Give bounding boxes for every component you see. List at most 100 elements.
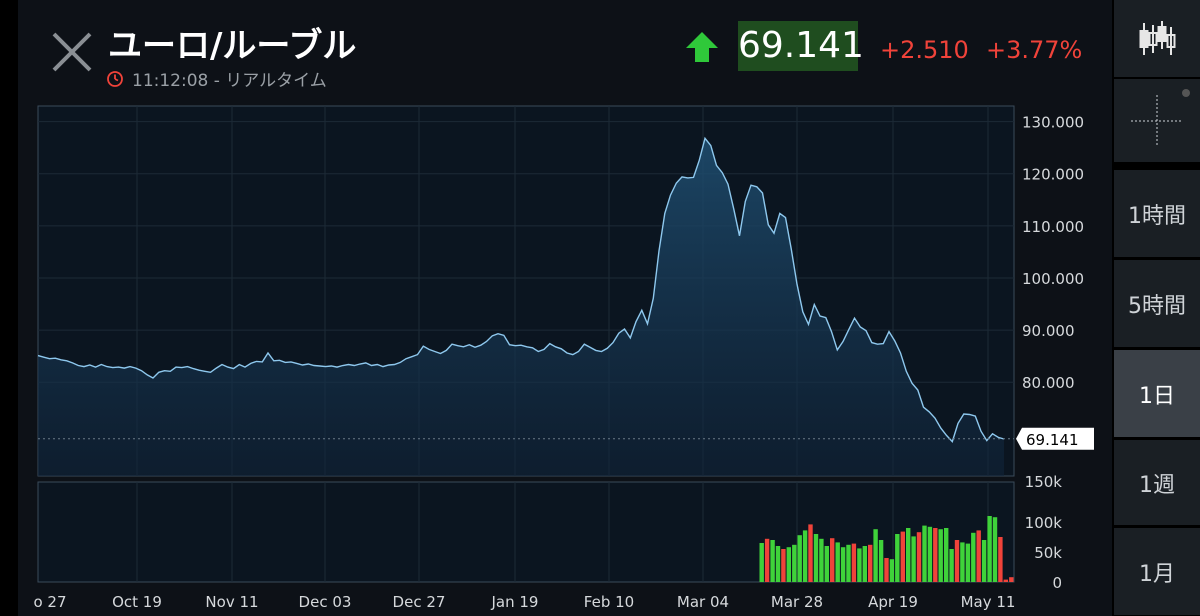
volume-bar [819, 538, 824, 582]
last-price-label: 69.141 [1026, 431, 1079, 449]
current-price: 69.141 [738, 21, 864, 71]
volume-plot-area [37, 481, 1015, 583]
price-change: +2.510 [880, 36, 969, 64]
crosshair-icon [1131, 94, 1183, 147]
volume-bars [759, 516, 1014, 582]
volume-bar [933, 528, 938, 582]
volume-bar [954, 540, 960, 582]
instrument-title: ユーロ/ルーブル [108, 26, 357, 66]
volume-bar [873, 529, 878, 582]
volume-bar [813, 534, 819, 582]
y-tick-label: 90.000 [1022, 322, 1075, 340]
timeframe-1h-label: 1時間 [1128, 203, 1186, 229]
volume-bar [808, 524, 813, 582]
volume-tick-label: 100k [1025, 514, 1063, 532]
update-time: 11:12:08 - リアルタイム [106, 66, 327, 91]
volume-bar [1009, 577, 1014, 582]
volume-bar [878, 540, 884, 582]
volume-bar [949, 549, 954, 582]
x-tick-label: May 11 [961, 593, 1016, 611]
volume-bar [900, 531, 905, 582]
timeframe-5h-button[interactable]: 5時間 [1114, 260, 1200, 348]
volume-bar [775, 546, 781, 582]
x-tick-label: Mar 04 [677, 593, 729, 611]
volume-bar [802, 530, 808, 582]
volume-bar [781, 549, 786, 582]
chart-type-button[interactable] [1114, 0, 1200, 78]
volume-tick-label: 50k [1034, 544, 1062, 562]
timeframe-1w-label: 1週 [1139, 472, 1175, 498]
timeframe-1h-button[interactable]: 1時間 [1114, 170, 1200, 258]
volume-bar [840, 547, 846, 582]
volume-bar [922, 525, 927, 582]
x-tick-label: o 27 [33, 593, 66, 611]
timeframe-1m-label: 1月 [1139, 561, 1175, 587]
timeframe-1w-button[interactable]: 1週 [1114, 440, 1200, 526]
volume-bar [981, 540, 987, 582]
volume-bar [992, 517, 998, 582]
volume-bar [846, 544, 851, 582]
volume-tick-label: 150k [1025, 473, 1063, 491]
volume-bar [960, 542, 965, 582]
price-chart[interactable]: 130.000 120.000 110.000 100.000 90.000 80.000… [0, 0, 1114, 616]
volume-bar [987, 516, 992, 582]
timeframe-5h-label: 5時間 [1128, 293, 1186, 319]
volume-bar [857, 548, 862, 582]
indicator-dot [1182, 89, 1190, 97]
volume-bar [862, 546, 867, 582]
volume-bar [824, 546, 829, 582]
volume-axis-labels: 150k 100k 50k 0 [1025, 473, 1063, 592]
volume-bar [770, 540, 775, 582]
x-tick-label: Jan 19 [491, 593, 539, 611]
volume-bar [830, 538, 835, 582]
price-area [38, 138, 1004, 477]
volume-bar [965, 543, 971, 582]
volume-bar [786, 547, 791, 582]
volume-bar [835, 542, 840, 582]
x-tick-label: Nov 11 [205, 593, 258, 611]
volume-bar [797, 535, 802, 582]
y-tick-label: 110.000 [1022, 218, 1084, 236]
volume-bar [764, 538, 770, 582]
volume-bar [792, 544, 797, 582]
y-tick-label: 120.000 [1022, 166, 1084, 184]
timeframe-1d-button[interactable]: 1日 [1114, 350, 1200, 438]
volume-bar [851, 543, 857, 582]
volume-bar [868, 544, 873, 582]
volume-tick-label: 0 [1052, 574, 1062, 592]
volume-bar [944, 528, 949, 582]
grid-lines [38, 106, 1014, 582]
crosshair-button[interactable] [1114, 79, 1200, 163]
candlestick-icon [1139, 20, 1176, 55]
price-change-percent: +3.77% [986, 36, 1083, 64]
arrow-up-icon [686, 32, 718, 62]
x-tick-label: Dec 03 [299, 593, 352, 611]
update-time-text: 11:12:08 - リアルタイム [132, 71, 327, 91]
x-tick-label: Feb 10 [584, 593, 634, 611]
y-tick-label: 100.000 [1022, 270, 1084, 288]
volume-bar [1003, 579, 1008, 582]
volume-bar [759, 543, 764, 582]
close-icon[interactable] [50, 30, 94, 74]
x-axis-labels: o 27 Oct 19 Nov 11 Dec 03 Dec 27 Jan 19 Feb 10… [33, 593, 1015, 611]
x-tick-label: Mar 28 [771, 593, 823, 611]
y-tick-label: 80.000 [1022, 374, 1075, 392]
y-axis-labels: 130.000 120.000 110.000 100.000 90.000 80.000 [1022, 114, 1084, 393]
clock-icon [107, 70, 123, 87]
timeframe-1d-label: 1日 [1139, 383, 1175, 409]
volume-bar [927, 526, 933, 582]
volume-bar [971, 532, 976, 582]
volume-bar [889, 559, 895, 582]
volume-bar [911, 536, 916, 582]
volume-bar [976, 530, 981, 582]
x-tick-label: Oct 19 [112, 593, 162, 611]
y-tick-label: 130.000 [1022, 114, 1084, 132]
volume-bar [938, 529, 943, 582]
timeframe-1m-button[interactable]: 1月 [1114, 528, 1200, 616]
volume-bar [895, 534, 900, 582]
volume-bar [998, 537, 1003, 582]
x-tick-label: Dec 27 [393, 593, 446, 611]
x-tick-label: Apr 19 [868, 593, 918, 611]
last-price-tag: 69.141 [1016, 427, 1094, 450]
